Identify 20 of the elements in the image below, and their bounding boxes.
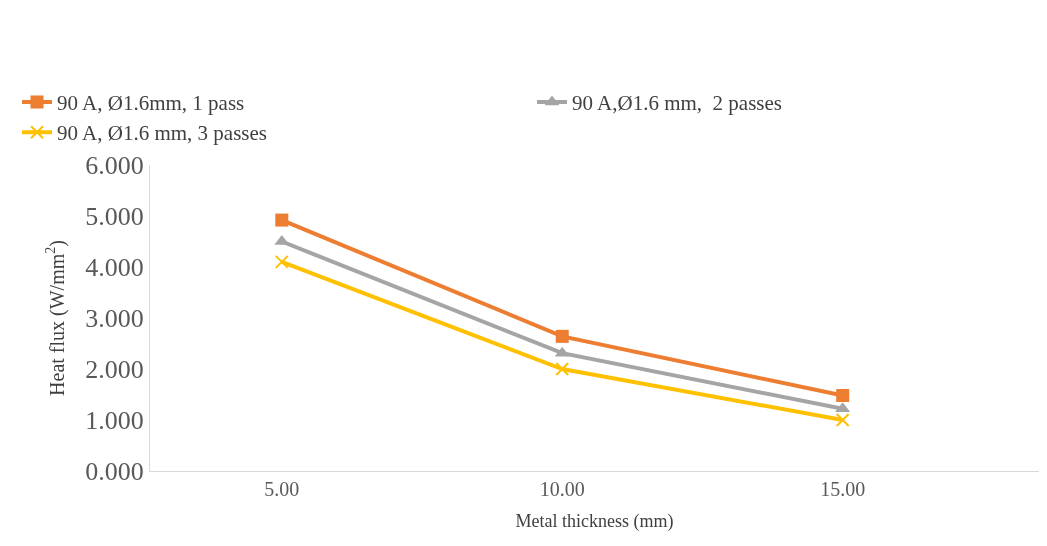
point [835,413,850,427]
x-tick-label: 10.00 [539,478,585,500]
point [836,389,850,403]
y-tick-label: 1.000 [85,406,144,436]
point [274,254,289,269]
legend-label: 90 A, Ø1.6mm, 1 pass [57,91,245,116]
point [555,362,570,376]
x-axis-title: Metal thickness (mm) [515,511,674,533]
y-tick-label: 0.000 [85,457,144,487]
y-tick-label: 5.000 [85,202,144,232]
y-tick-label: 6.000 [85,151,144,181]
x-tick-label: 15.00 [820,478,866,500]
legend-label: 90 A,Ø1.6 mm, 2 passes [572,91,782,116]
point [275,213,289,227]
x-tick-label: 5.00 [264,478,300,500]
y-tick-label: 4.000 [85,253,144,283]
legend-label: 90 A, Ø1.6 mm, 3 passes [57,121,267,146]
y-tick-label: 2.000 [85,355,144,385]
point [555,329,569,343]
y-tick-label: 3.000 [85,304,144,334]
